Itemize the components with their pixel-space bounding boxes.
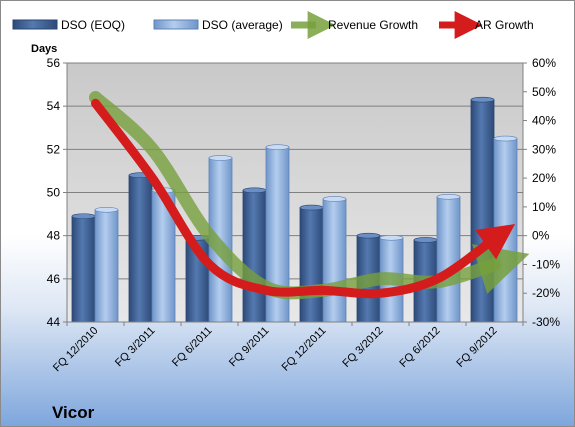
- y2-tick-label: -20%: [532, 286, 560, 300]
- bar-dso-eoq: [71, 213, 96, 323]
- x-tick-label: FQ 12/2011: [280, 325, 329, 374]
- company-name: Vicor: [52, 403, 95, 422]
- x-axis-ticks: FQ 12/2010 FQ 3/2011 FQ 6/2011 FQ 9/2011 FQ …: [51, 322, 524, 375]
- bar-dso-eoq: [242, 187, 267, 323]
- y-tick-label: 56: [47, 56, 61, 70]
- x-tick-label: FQ 9/2011: [227, 325, 272, 370]
- x-tick-label: FQ 6/2011: [170, 325, 215, 370]
- growth-lines: [89, 91, 530, 300]
- y2-tick-label: 50%: [532, 85, 556, 99]
- x-tick-label: FQ 12/2010: [51, 325, 101, 375]
- bar-dso-average: [436, 194, 461, 323]
- y2-tick-label: 10%: [532, 200, 556, 214]
- x-tick-label: FQ 3/2011: [113, 325, 158, 370]
- y2-tick-label: 40%: [532, 114, 556, 128]
- y2-tick-label: 60%: [532, 56, 556, 70]
- y-tick-label: 48: [47, 229, 61, 243]
- y2-axis-ticks: -30% -20% -10% 0% 10% 20% 30% 40% 50% 60%: [523, 56, 560, 329]
- bar-dso-eoq: [299, 204, 324, 323]
- y2-tick-label: 30%: [532, 142, 556, 156]
- bar-dso-average: [493, 135, 518, 323]
- bar-dso-average: [94, 206, 119, 323]
- ar-growth-line: [91, 98, 516, 299]
- bar-dso-eoq: [128, 172, 153, 323]
- legend-label-dso-average: DSO (average): [202, 18, 283, 32]
- x-tick-label: FQ 3/2012: [340, 325, 385, 370]
- y-axis-ticks: 44 46 48 50 52 54 56: [47, 56, 67, 329]
- legend-item-dso-eoq: DSO (EOQ): [12, 18, 125, 32]
- bar-dso-eoq: [470, 96, 495, 323]
- y-tick-label: 50: [47, 186, 61, 200]
- legend-swatch-dso-average: [153, 19, 199, 30]
- y2-tick-label: 20%: [532, 171, 556, 185]
- legend-label-ar-growth: AR Growth: [475, 18, 534, 32]
- legend-label-revenue-growth: Revenue Growth: [328, 18, 418, 32]
- bar-dso-average: [322, 196, 347, 323]
- x-tick-label: FQ 6/2012: [397, 325, 442, 370]
- y-axis-title: Days: [31, 43, 57, 55]
- y2-tick-label: -10%: [532, 257, 560, 271]
- y-tick-label: 52: [47, 142, 61, 156]
- legend: DSO (EOQ) DSO (average) Revenue Growth A…: [12, 11, 534, 39]
- legend-label-dso-eoq: DSO (EOQ): [61, 18, 125, 32]
- bar-dso-average: [265, 144, 290, 323]
- y-tick-label: 46: [47, 272, 61, 286]
- y-tick-label: 54: [47, 99, 61, 113]
- x-tick-label: FQ 9/2012: [454, 325, 499, 370]
- legend-item-revenue-growth: Revenue Growth: [291, 11, 418, 39]
- y2-tick-label: -30%: [532, 315, 560, 329]
- y-tick-label: 44: [47, 315, 61, 329]
- legend-item-dso-average: DSO (average): [153, 18, 283, 32]
- y2-tick-label: 0%: [532, 229, 550, 243]
- legend-item-ar-growth: AR Growth: [439, 11, 534, 39]
- legend-swatch-dso-eoq: [12, 19, 58, 30]
